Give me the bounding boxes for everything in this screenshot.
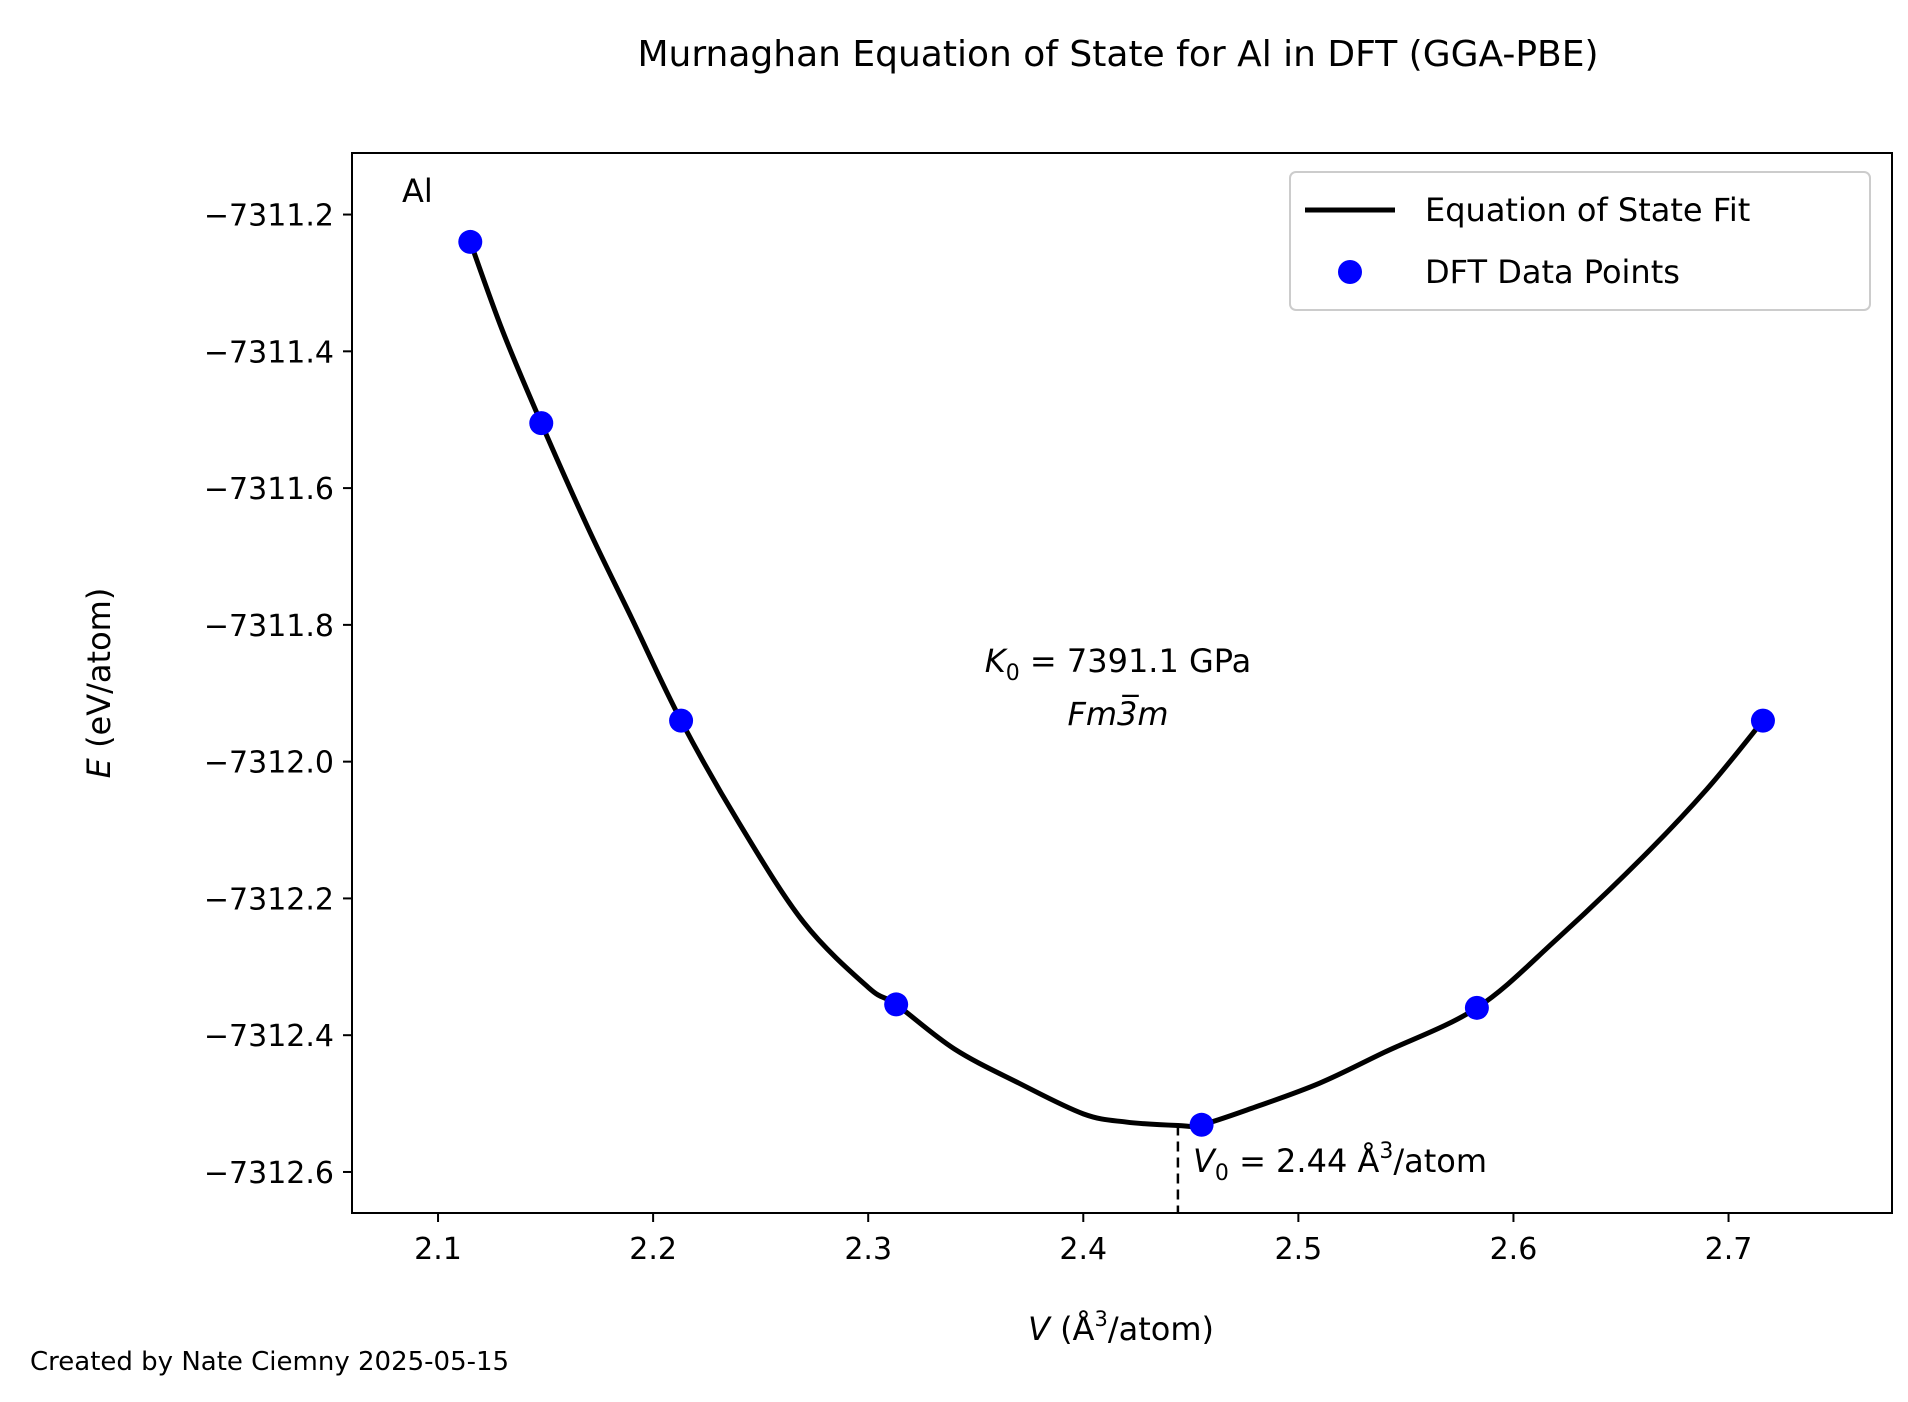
x-tick-label: 2.3 (844, 1232, 892, 1267)
dft-data-point (1189, 1112, 1214, 1137)
axes-frame (351, 152, 1893, 1214)
bulk-modulus-label: K0 = 7391.1 GPa (985, 642, 1252, 686)
dft-data-point (458, 229, 483, 254)
dft-data-point (669, 708, 694, 733)
plot-area (458, 229, 1775, 1213)
dft-data-point (1750, 708, 1775, 733)
x-tick-label: 2.1 (414, 1232, 462, 1267)
element-label: Al (402, 172, 433, 210)
y-tick-label: −7311.4 (204, 335, 334, 370)
legend-label-data: DFT Data Points (1425, 253, 1680, 291)
space-group-label: Fm3̅m (1067, 694, 1168, 733)
y-tick-label: −7312.0 (204, 746, 334, 781)
legend-marker-swatch (1338, 260, 1362, 284)
x-tick-label: 2.4 (1059, 1232, 1107, 1267)
dft-data-point (884, 992, 909, 1017)
y-tick-label: −7312.6 (204, 1156, 334, 1191)
x-tick-label: 2.5 (1275, 1232, 1323, 1267)
dft-data-point (1464, 995, 1489, 1020)
x-axis: 2.1 2.2 2.3 2.4 2.5 2.6 2.7 (414, 1213, 1752, 1267)
y-tick-label: −7311.8 (204, 609, 334, 644)
footer-credit: Created by Nate Ciemny 2025-05-15 (30, 1347, 509, 1377)
y-axis: −7311.2 −7311.4 −7311.6 −7311.8 −7312.0 −7312… (204, 199, 352, 1191)
y-axis-label: E (eV/atom) (80, 588, 118, 779)
y-tick-label: −7312.2 (204, 882, 334, 917)
y-tick-label: −7312.4 (204, 1019, 334, 1054)
legend: Equation of State Fit DFT Data Points (1289, 171, 1871, 311)
legend-label-fit: Equation of State Fit (1425, 191, 1750, 229)
dft-data-point (529, 411, 554, 436)
fit-curve (467, 241, 1765, 1129)
y-tick-label: −7311.6 (204, 472, 334, 507)
x-tick-label: 2.2 (629, 1232, 677, 1267)
x-tick-label: 2.6 (1490, 1232, 1538, 1267)
legend-box (1289, 171, 1871, 311)
x-axis-label: V (Å3/atom) (1028, 1307, 1214, 1348)
y-tick-label: −7311.2 (204, 199, 334, 234)
v0-label: V0 = 2.44 Å3/atom (1193, 1139, 1487, 1186)
chart-title: Murnaghan Equation of State for Al in DF… (637, 34, 1598, 75)
x-tick-label: 2.7 (1705, 1232, 1753, 1267)
